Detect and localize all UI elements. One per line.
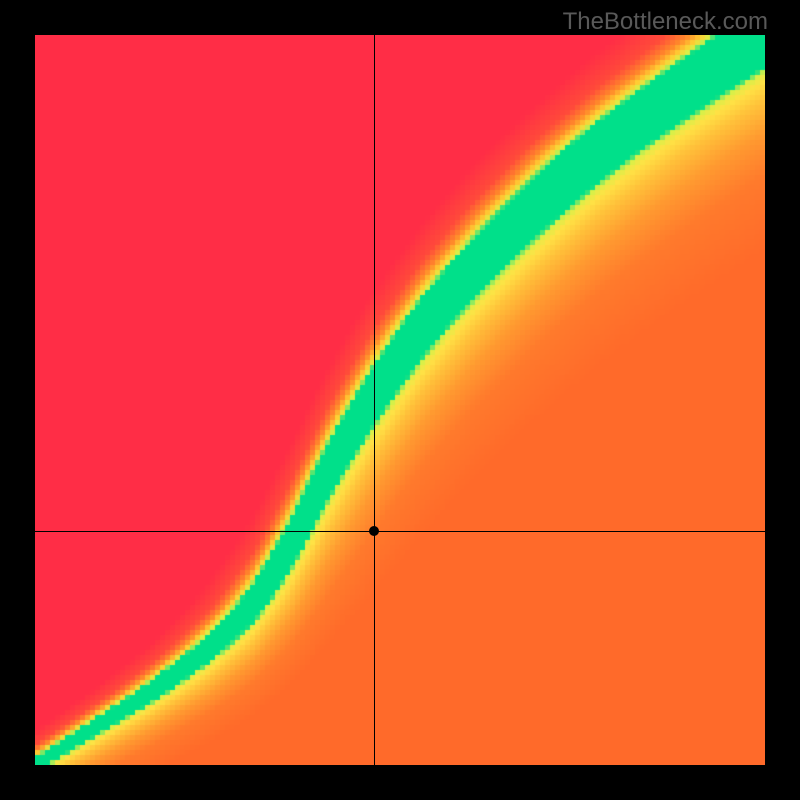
watermark-text: TheBottleneck.com — [563, 8, 768, 36]
selection-marker-dot — [369, 526, 379, 536]
heatmap-plot-area — [35, 35, 765, 765]
crosshair-horizontal-line — [35, 531, 765, 532]
crosshair-vertical-line — [374, 35, 375, 765]
bottleneck-heatmap-canvas — [35, 35, 765, 765]
